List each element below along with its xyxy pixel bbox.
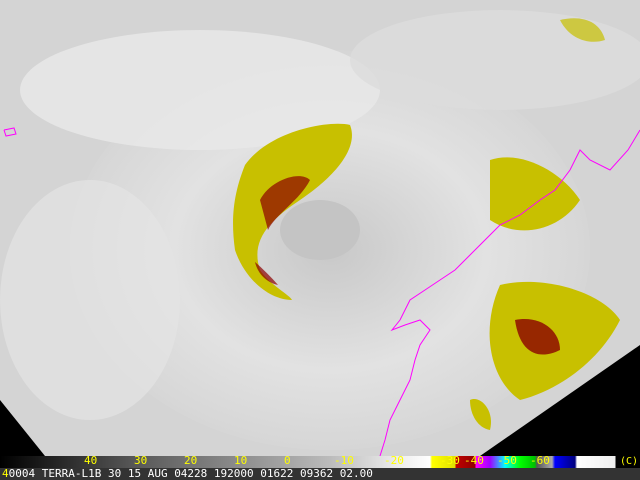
colorbar-label: 0 (284, 454, 291, 467)
cold-cloud-band (233, 18, 620, 430)
info-text: 0004 TERRA-L1B 30 15 AUG 04228 192000 01… (8, 467, 373, 480)
colorbar-label: 40 (84, 454, 98, 467)
colorbar-label: 30 (134, 454, 148, 467)
colorbar-label: -20 (384, 454, 404, 467)
colorbar-label: -10 (334, 454, 354, 467)
colorbar-label: -30 (440, 454, 460, 467)
temperature-colorbar: 40 30 20 10 0 -10 -20 -30 -40 -50 -60 (C… (0, 454, 640, 468)
colorbar-label: -40 (464, 454, 484, 467)
copyright-mark: (C) (619, 456, 638, 467)
no-data-region (0, 400, 45, 456)
info-prefix: 4 (2, 467, 9, 480)
colorbar-label: -60 (530, 454, 550, 467)
no-data-region (480, 345, 640, 456)
satellite-image (0, 18, 640, 456)
image-info-line: 40004 TERRA-L1B 30 15 AUG 04228 192000 0… (0, 468, 640, 480)
colorbar-label: -50 (497, 454, 517, 467)
colorbar-label: 10 (234, 454, 248, 467)
colorbar-label: 20 (184, 454, 198, 467)
